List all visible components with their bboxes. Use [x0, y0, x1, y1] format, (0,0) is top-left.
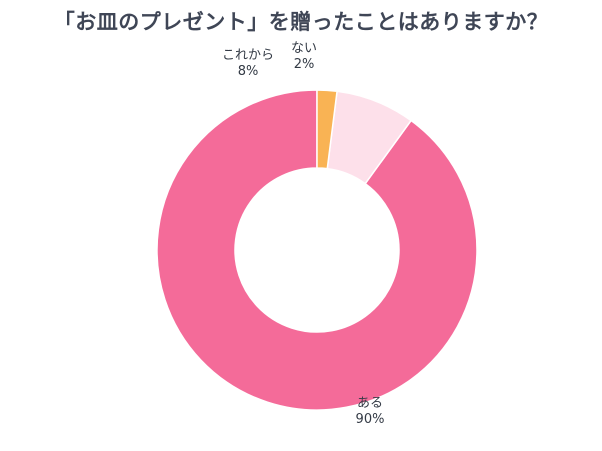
- slice-percent-1: 90%: [356, 412, 385, 427]
- slice-1: [156, 89, 478, 411]
- slice-label-3: ない: [291, 41, 317, 56]
- slice-3: [316, 89, 338, 170]
- slice-percent-3: 2%: [294, 57, 315, 72]
- chart-title: 「お皿のプレゼント」を贈ったことはありますか？: [53, 10, 549, 34]
- slice-percent-2: 8%: [238, 64, 259, 79]
- donut-slices: [156, 89, 478, 411]
- slice-2: [326, 90, 413, 185]
- slice-label-1: ある: [357, 396, 383, 411]
- slice-label-2: これから: [222, 48, 274, 63]
